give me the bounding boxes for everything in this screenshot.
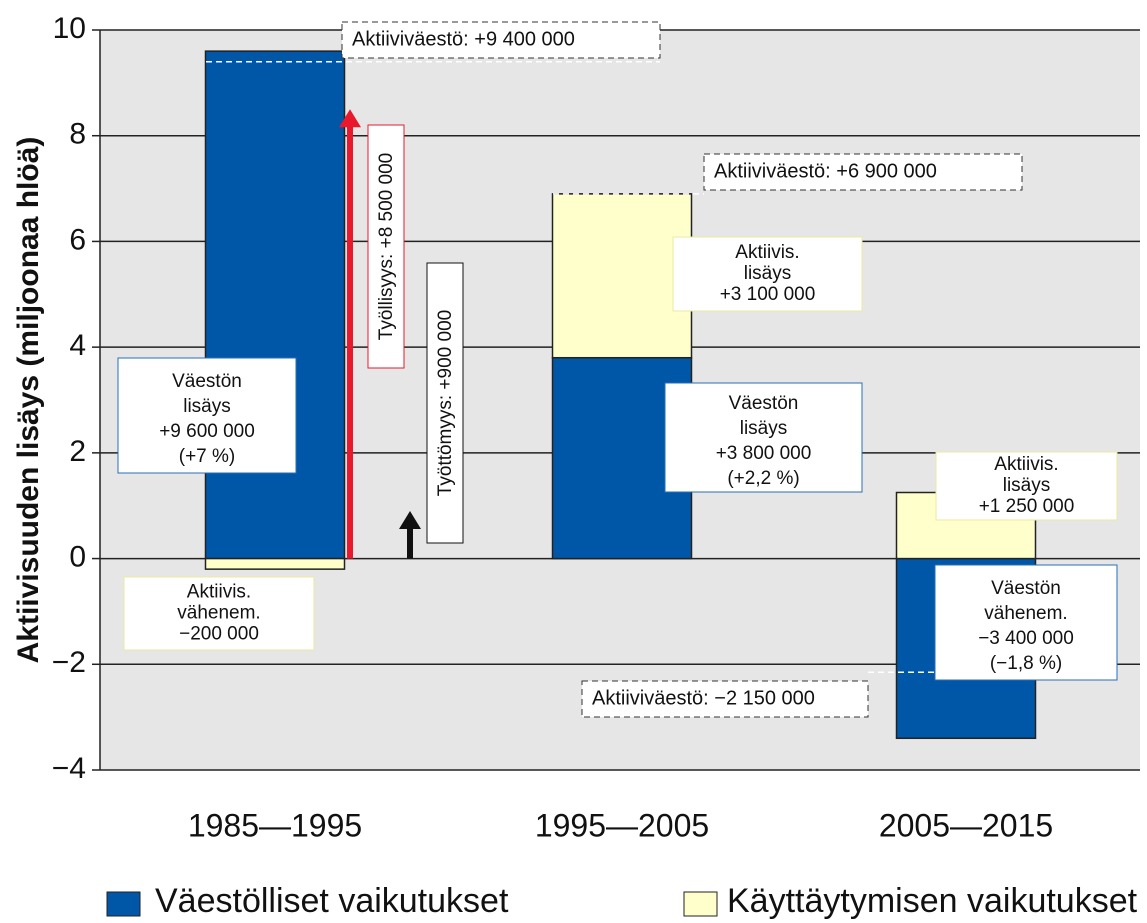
annotation-line: +3 800 000 (716, 443, 812, 464)
annotation-line: −200 000 (179, 624, 259, 645)
y-axis-title: Aktiivisuuden lisäys (miljoonaa hlöä) (12, 137, 45, 664)
bar-segment (551, 193, 693, 359)
annotation-line: (+7 %) (179, 446, 236, 467)
x-tick-label: 1995—2005 (535, 807, 709, 843)
y-tick-label: 2 (69, 435, 86, 468)
total-box (581, 680, 869, 718)
annotation-line: (−1,8 %) (990, 653, 1062, 674)
annotation-line: +9 600 000 (159, 421, 255, 442)
legend-label: Käyttäytymisen vaikutukset (727, 882, 1138, 920)
annotation-line: vähenem. (984, 603, 1067, 624)
annotation-line: Aktiivis. (735, 242, 799, 263)
arrow-label-box (426, 262, 464, 544)
y-tick-label: 6 (69, 223, 86, 256)
bar-segment (204, 50, 346, 560)
x-tick-label: 1985—1995 (188, 807, 362, 843)
annotation-line: lisäys (740, 418, 788, 439)
total-label: Aktiiviväestö: +9 400 000 (352, 28, 575, 50)
legend-swatch (106, 891, 141, 917)
annotation-box (664, 382, 863, 493)
bar-segment (204, 557, 346, 570)
annotation-line: +1 250 000 (979, 496, 1075, 517)
annotation-box (123, 576, 315, 651)
y-tick-label: 8 (69, 118, 86, 151)
legend-label: Väestölliset vaikutukset (155, 882, 509, 920)
annotation-line: Aktiivis. (187, 582, 251, 603)
arrow-head (339, 109, 361, 128)
y-tick-label: −2 (52, 646, 86, 679)
annotation-line: +3 100 000 (720, 284, 816, 305)
legend-swatch (683, 891, 718, 917)
annotation-line: Väestön (729, 393, 799, 414)
y-tick-label: 4 (69, 329, 86, 362)
annotation-line: (+2,2 %) (727, 468, 799, 489)
annotation-line: lisäys (744, 263, 792, 284)
y-tick-label: 10 (53, 12, 86, 45)
y-tick-label: −4 (52, 752, 86, 785)
annotation-line: Aktiivis. (994, 454, 1058, 475)
annotation-line: Väestön (991, 578, 1061, 599)
annotation-box (117, 357, 297, 474)
arrow-head (399, 511, 421, 529)
arrow-label: Työttömyys: +900 000 (435, 310, 456, 496)
total-label: Aktiiviväestö: −2 150 000 (592, 687, 815, 709)
arrow-label: Työllisyys: +8 500 000 (376, 153, 397, 340)
total-box (703, 153, 1023, 191)
annotation-line: lisäys (183, 396, 231, 417)
annotation-line: −3 400 000 (978, 628, 1074, 649)
y-tick-label: 0 (69, 540, 86, 573)
arrow-label-box (367, 124, 405, 369)
annotation-line: lisäys (1003, 475, 1051, 496)
annotation-line: vähenem. (177, 603, 260, 624)
annotation-box (934, 564, 1118, 681)
total-label: Aktiiviväestö: +6 900 000 (714, 160, 937, 182)
total-box (341, 21, 661, 59)
annotation-line: Väestön (172, 371, 242, 392)
annotation-box (672, 236, 863, 312)
x-tick-label: 2005—2015 (879, 807, 1053, 843)
annotation-box (935, 451, 1118, 521)
